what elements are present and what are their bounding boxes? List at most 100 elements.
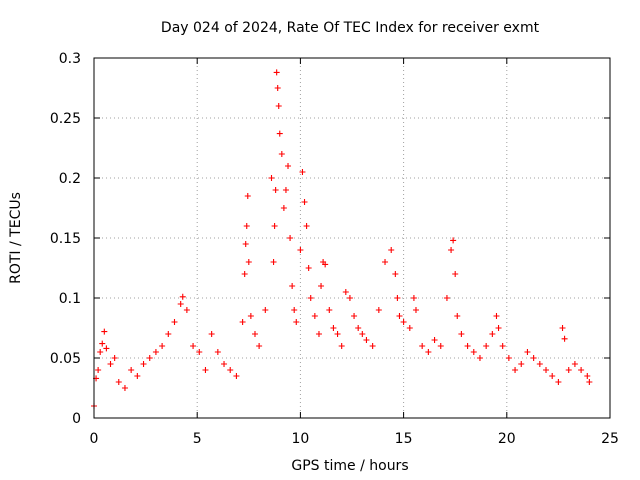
data-point <box>318 283 325 289</box>
data-point <box>382 259 389 265</box>
data-point <box>208 331 215 337</box>
data-point <box>95 367 102 373</box>
data-point <box>524 349 531 355</box>
x-tick-label: 15 <box>395 431 413 447</box>
data-point <box>99 340 106 347</box>
data-point <box>355 325 362 331</box>
data-point <box>458 331 465 337</box>
data-point <box>443 295 450 301</box>
data-point <box>493 313 500 319</box>
data-point <box>396 313 403 319</box>
data-point <box>101 328 108 335</box>
data-point <box>351 313 358 319</box>
y-tick-label: 0.05 <box>50 351 81 367</box>
data-point <box>454 313 461 319</box>
grid-lines <box>94 58 610 418</box>
data-point <box>183 307 190 313</box>
data-point <box>242 241 249 247</box>
data-point <box>241 271 248 277</box>
x-tick-label: 25 <box>601 431 619 447</box>
data-point <box>530 355 537 361</box>
data-point <box>561 335 568 342</box>
data-point <box>584 373 591 379</box>
data-point <box>431 337 438 343</box>
data-point <box>146 355 153 361</box>
data-point <box>271 223 278 229</box>
x-axis-label: GPS time / hours <box>291 458 408 474</box>
y-tick-label: 0.2 <box>59 171 81 187</box>
data-point <box>512 367 519 373</box>
y-tick-label: 0.1 <box>59 291 81 307</box>
data-point <box>412 307 419 313</box>
data-point <box>103 345 110 352</box>
data-point <box>289 283 296 289</box>
data-point <box>111 355 118 361</box>
data-point <box>505 355 512 361</box>
data-point <box>243 223 250 229</box>
data-point <box>338 343 345 349</box>
data-point <box>410 295 417 301</box>
data-point <box>247 313 254 319</box>
data-point <box>518 361 525 367</box>
data-point <box>221 361 228 367</box>
data-point <box>549 373 556 379</box>
data-point <box>559 325 566 331</box>
axis-ticks <box>93 57 611 419</box>
plot-frame <box>93 57 611 419</box>
data-point <box>278 151 285 157</box>
data-point <box>262 307 269 313</box>
y-axis-label: ROTI / TECUs <box>8 192 24 284</box>
data-point <box>307 295 314 301</box>
data-point <box>227 367 234 373</box>
chart-title: Day 024 of 2024, Rate Of TEC Index for r… <box>161 20 540 36</box>
data-point <box>177 301 184 307</box>
data-point <box>483 343 490 349</box>
data-point <box>270 259 277 265</box>
data-point <box>202 367 209 373</box>
data-point <box>291 307 298 313</box>
y-tick-label: 0.25 <box>50 111 81 127</box>
data-point <box>326 307 333 313</box>
data-point <box>272 187 279 193</box>
data-point <box>334 331 341 337</box>
data-point <box>274 85 281 91</box>
data-point <box>196 349 203 355</box>
data-point <box>287 235 294 241</box>
data-point <box>400 319 407 325</box>
data-point <box>565 367 572 373</box>
data-point <box>171 319 178 325</box>
data-point <box>305 265 312 271</box>
data-point <box>315 331 322 337</box>
data-point <box>165 331 172 337</box>
data-point <box>452 271 459 277</box>
data-point <box>330 325 337 331</box>
data-point <box>275 103 282 109</box>
data-point <box>152 349 159 355</box>
data-point <box>346 295 353 301</box>
data-point <box>268 175 275 181</box>
data-point <box>450 237 457 244</box>
data-point <box>282 187 289 193</box>
data-point <box>499 343 506 349</box>
data-point <box>394 295 401 301</box>
y-tick-label: 0 <box>72 411 81 427</box>
data-point <box>406 325 413 331</box>
data-point <box>276 130 283 137</box>
data-point <box>299 169 306 175</box>
data-point <box>214 349 221 355</box>
x-tick-labels: 0 5 10 15 20 25 <box>90 431 619 447</box>
y-tick-label: 0.3 <box>59 51 81 67</box>
data-point <box>419 343 426 349</box>
data-point <box>179 293 186 300</box>
data-point <box>251 331 258 337</box>
data-point <box>107 361 114 367</box>
data-point <box>280 205 287 211</box>
data-point <box>555 379 562 385</box>
data-point <box>464 343 471 349</box>
x-tick-label: 0 <box>90 431 99 447</box>
data-points <box>91 69 593 409</box>
data-point <box>495 325 502 331</box>
data-point <box>369 343 376 349</box>
data-point <box>476 355 483 361</box>
